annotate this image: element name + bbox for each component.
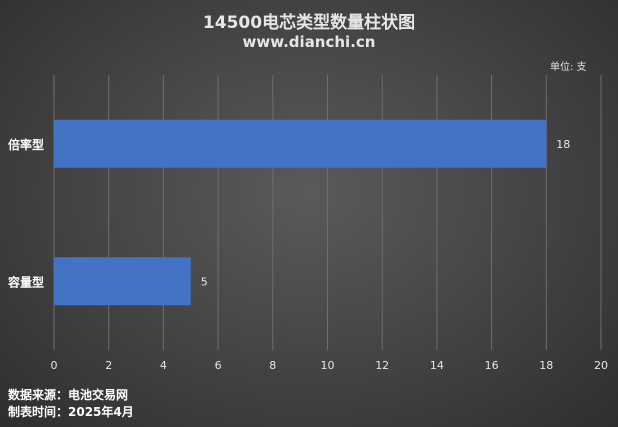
x-tick-label: 12 <box>375 359 389 372</box>
bar <box>54 119 547 168</box>
x-tick-label: 0 <box>51 359 58 372</box>
x-tick-label: 18 <box>539 359 553 372</box>
bar <box>54 257 191 306</box>
x-tick-label: 14 <box>430 359 444 372</box>
x-tick-label: 8 <box>269 359 276 372</box>
x-tick-label: 10 <box>321 359 335 372</box>
chart-date-note: 制表时间：2025年4月 <box>8 405 134 419</box>
x-tick-label: 20 <box>594 359 608 372</box>
x-tick-label: 16 <box>485 359 499 372</box>
x-tick-label: 6 <box>215 359 222 372</box>
chart-title: 14500电芯类型数量柱状图 <box>202 13 416 33</box>
category-label: 倍率型 <box>8 137 44 152</box>
data-label: 5 <box>201 275 208 288</box>
unit-label: 单位: 支 <box>550 62 587 73</box>
data-source-note: 数据来源：电池交易网 <box>8 388 129 402</box>
chart-subtitle: www.dianchi.cn <box>242 33 376 51</box>
x-tick-label: 2 <box>105 359 112 372</box>
x-tick-label: 4 <box>160 359 167 372</box>
data-label: 18 <box>556 138 570 151</box>
category-label: 容量型 <box>7 274 44 289</box>
